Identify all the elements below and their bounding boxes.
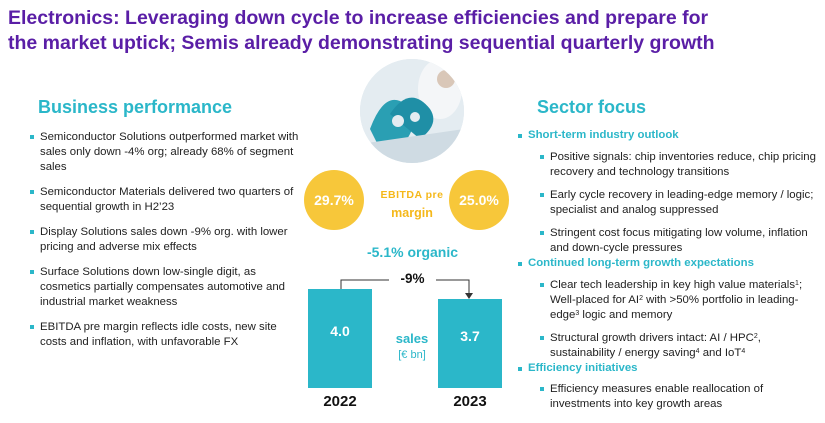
page-title: Electronics: Leveraging down cycle to in… (8, 6, 818, 56)
sector-focus-heading: Sector focus (537, 97, 647, 117)
year-2022: 2022 (323, 393, 357, 410)
list-item: Surface Solutions down low-single digit,… (30, 265, 305, 310)
sales-label: sales [€ bn] (395, 331, 429, 361)
business-performance-list: Semiconductor Solutions outperformed mar… (30, 130, 305, 360)
sales-change: -9% (400, 271, 425, 286)
business-performance-heading: Business performance (38, 97, 233, 117)
list-item: Positive signals: chip inventories reduc… (540, 150, 820, 180)
short-term-heading: Short-term industry outlook (518, 129, 679, 141)
bar-2023-value: 3.7 (460, 327, 480, 344)
title-line-2: the market uptick; Semis already demonst… (8, 32, 715, 54)
list-item: Early cycle recovery in leading-edge mem… (540, 188, 820, 218)
bar-2022: 4.0 (308, 289, 372, 388)
long-term-list: Clear tech leadership in key high value … (540, 278, 820, 369)
list-item: Structural growth drivers intact: AI / H… (540, 331, 820, 361)
year-2023: 2023 (453, 393, 487, 410)
list-item: Efficiency measures enable reallocation … (540, 382, 820, 412)
ebitda-margin-2023: 25.0% (449, 170, 509, 230)
short-term-list: Positive signals: chip inventories reduc… (540, 150, 820, 264)
list-item: Stringent cost focus mitigating low volu… (540, 226, 820, 256)
list-item: EBITDA pre margin reflects idle costs, n… (30, 320, 305, 350)
list-item: Semiconductor Materials delivered two qu… (30, 185, 305, 215)
ebitda-label: EBITDA pre margin (380, 189, 444, 220)
organic-growth: -5.1% organic (366, 244, 459, 260)
bar-2023: 3.7 (438, 299, 502, 388)
bar-2022-value: 4.0 (330, 322, 350, 339)
long-term-heading: Continued long-term growth expectations (518, 257, 754, 269)
title-line-1: Electronics: Leveraging down cycle to in… (8, 7, 709, 29)
efficiency-list: Efficiency measures enable reallocation … (540, 382, 820, 420)
list-item: Display Solutions sales down -9% org. wi… (30, 225, 305, 255)
list-item: Semiconductor Solutions outperformed mar… (30, 130, 305, 175)
list-item: Clear tech leadership in key high value … (540, 278, 820, 323)
ebitda-margin-2022: 29.7% (304, 170, 364, 230)
efficiency-heading: Efficiency initiatives (518, 362, 638, 374)
